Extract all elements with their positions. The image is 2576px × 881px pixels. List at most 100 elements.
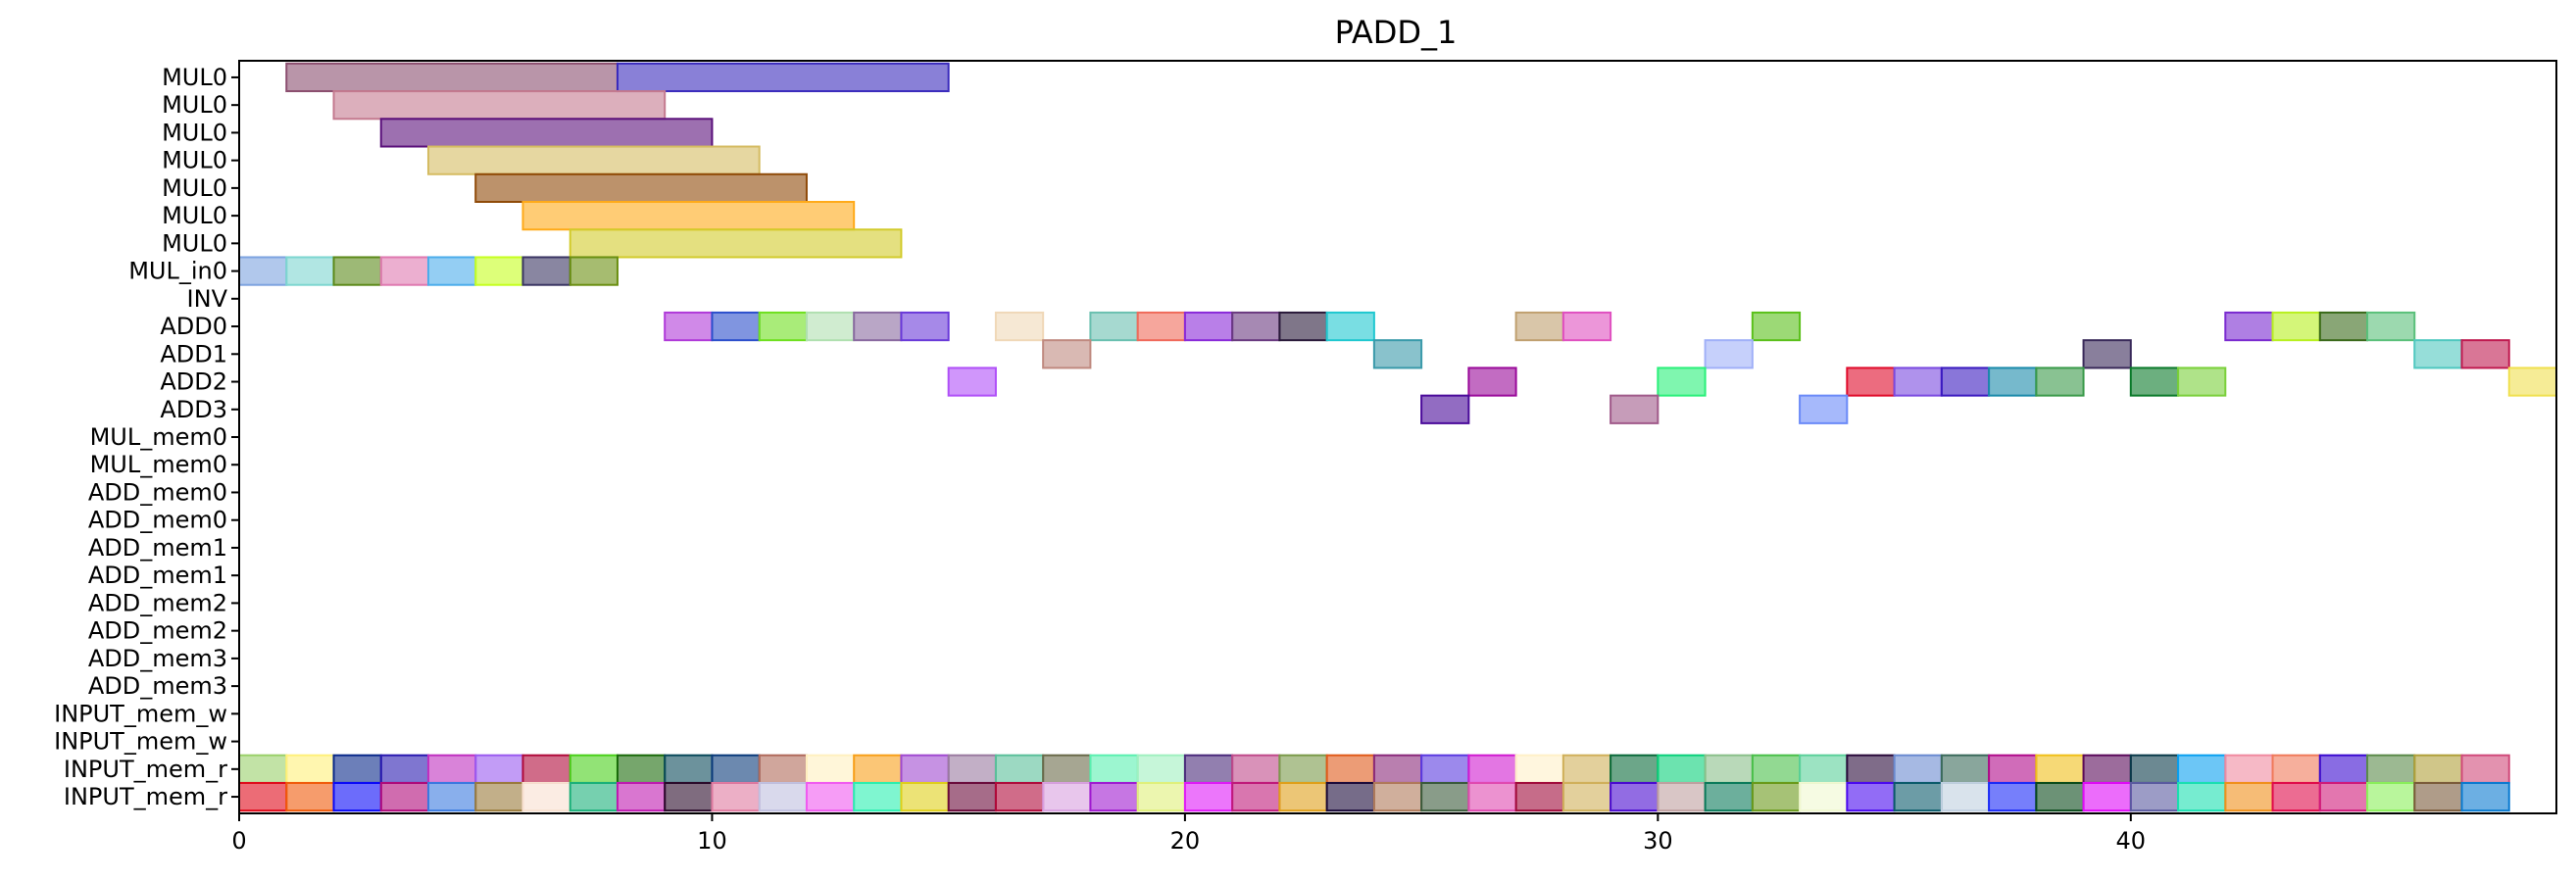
task-bar-49 xyxy=(2035,367,2085,397)
task-bar-85 xyxy=(1610,754,1660,784)
task-bar-8 xyxy=(238,256,288,286)
task-bar-91 xyxy=(1893,754,1943,784)
task-bar-71 xyxy=(947,754,997,784)
task-bar-52 xyxy=(2507,367,2558,397)
x-tick-label-0: 0 xyxy=(231,827,246,855)
task-bar-133 xyxy=(1610,781,1660,812)
task-bar-45 xyxy=(1846,367,1896,397)
task-bar-19 xyxy=(805,311,856,342)
task-bar-108 xyxy=(426,781,477,812)
x-tick-label-4: 40 xyxy=(2116,827,2147,855)
task-bar-73 xyxy=(1042,754,1092,784)
y-tick-label-17: ADD_mem1 xyxy=(88,534,227,562)
task-bar-55 xyxy=(1799,394,1849,424)
task-bar-60 xyxy=(426,754,477,784)
task-bar-102 xyxy=(2413,754,2463,784)
task-bar-16 xyxy=(664,311,714,342)
task-bar-146 xyxy=(2224,781,2274,812)
task-bar-70 xyxy=(900,754,950,784)
task-bar-103 xyxy=(2460,754,2510,784)
task-bar-3 xyxy=(379,118,714,148)
x-tick-label-2: 20 xyxy=(1170,827,1201,855)
task-bar-122 xyxy=(1089,781,1139,812)
task-bar-30 xyxy=(1561,311,1612,342)
task-bar-96 xyxy=(2129,754,2180,784)
task-bar-59 xyxy=(379,754,429,784)
y-tick-label-12: ADD3 xyxy=(160,396,227,423)
x-tick-label-1: 10 xyxy=(697,827,727,855)
task-bar-43 xyxy=(1467,367,1517,397)
task-bar-47 xyxy=(1940,367,1991,397)
x-tick-label-3: 30 xyxy=(1643,827,1673,855)
task-bar-134 xyxy=(1657,781,1707,812)
task-bar-9 xyxy=(285,256,335,286)
task-bar-46 xyxy=(1893,367,1943,397)
task-bar-121 xyxy=(1042,781,1092,812)
task-bar-6 xyxy=(521,201,856,231)
task-bar-104 xyxy=(238,781,288,812)
task-bar-110 xyxy=(521,781,571,812)
y-tick-label-11: ADD2 xyxy=(160,368,227,396)
task-bar-127 xyxy=(1325,781,1375,812)
task-bar-62 xyxy=(521,754,571,784)
task-bar-40 xyxy=(2413,339,2463,369)
task-bar-25 xyxy=(1183,311,1234,342)
y-tick-label-16: ADD_mem0 xyxy=(88,507,227,534)
task-bar-101 xyxy=(2366,754,2416,784)
task-bar-38 xyxy=(1704,339,1754,369)
y-tick-label-6: MUL0 xyxy=(162,229,227,257)
task-bar-57 xyxy=(285,754,335,784)
task-bar-84 xyxy=(1561,754,1612,784)
task-bar-13 xyxy=(474,256,524,286)
task-bar-129 xyxy=(1420,781,1470,812)
y-tick-label-18: ADD_mem1 xyxy=(88,562,227,589)
task-bar-136 xyxy=(1751,781,1802,812)
y-tick-label-3: MUL0 xyxy=(162,147,227,174)
task-bar-113 xyxy=(664,781,714,812)
y-tick-label-0: MUL0 xyxy=(162,64,227,91)
task-bar-53 xyxy=(1420,394,1470,424)
task-bar-68 xyxy=(805,754,856,784)
task-bar-27 xyxy=(1278,311,1328,342)
task-bar-145 xyxy=(2177,781,2227,812)
task-bar-130 xyxy=(1467,781,1517,812)
task-bar-88 xyxy=(1751,754,1802,784)
task-bar-32 xyxy=(2224,311,2274,342)
task-bar-120 xyxy=(994,781,1045,812)
y-tick-label-26: INPUT_mem_r xyxy=(64,783,227,810)
task-bar-151 xyxy=(2460,781,2510,812)
task-bar-125 xyxy=(1231,781,1281,812)
task-bar-111 xyxy=(569,781,619,812)
task-bar-4 xyxy=(426,145,761,175)
task-bar-109 xyxy=(474,781,524,812)
task-bar-39 xyxy=(2082,339,2132,369)
y-axis-labels: MUL0MUL0MUL0MUL0MUL0MUL0MUL0MUL_in0INVAD… xyxy=(54,64,239,810)
task-bar-2 xyxy=(332,90,667,121)
task-bar-36 xyxy=(1042,339,1092,369)
task-bar-65 xyxy=(664,754,714,784)
task-bar-72 xyxy=(994,754,1045,784)
task-bar-112 xyxy=(616,781,667,812)
y-tick-label-10: ADD1 xyxy=(160,340,227,367)
task-bar-20 xyxy=(853,311,903,342)
task-bar-90 xyxy=(1846,754,1896,784)
task-bar-148 xyxy=(2318,781,2369,812)
task-bar-66 xyxy=(711,754,761,784)
task-bar-35 xyxy=(2366,311,2416,342)
task-bar-29 xyxy=(1514,311,1564,342)
task-bar-48 xyxy=(1988,367,2038,397)
task-bar-135 xyxy=(1704,781,1754,812)
y-tick-label-8: INV xyxy=(187,285,228,313)
task-bar-5 xyxy=(474,172,808,204)
task-bar-114 xyxy=(711,781,761,812)
y-tick-label-23: INPUT_mem_w xyxy=(54,700,227,727)
task-bar-86 xyxy=(1657,754,1707,784)
task-bar-124 xyxy=(1183,781,1234,812)
y-tick-label-7: MUL_in0 xyxy=(128,258,227,285)
task-bar-82 xyxy=(1467,754,1517,784)
task-bar-144 xyxy=(2129,781,2180,812)
task-bar-149 xyxy=(2366,781,2416,812)
chart-title: PADD_1 xyxy=(1335,14,1458,51)
y-tick-label-19: ADD_mem2 xyxy=(88,589,227,616)
